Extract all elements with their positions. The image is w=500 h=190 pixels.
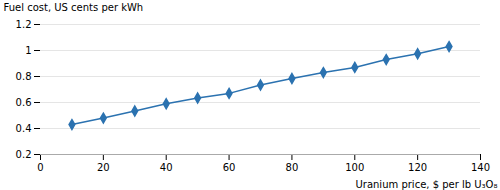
svg-text:0: 0 [37,162,43,173]
svg-text:0.2: 0.2 [16,149,32,160]
svg-text:Uranium price, $ per lb U₃O₈: Uranium price, $ per lb U₃O₈ [355,179,497,190]
svg-text:0.4: 0.4 [16,123,32,134]
svg-text:40: 40 [160,162,173,173]
svg-text:60: 60 [223,162,236,173]
svg-text:80: 80 [286,162,299,173]
svg-text:1: 1 [25,45,31,56]
svg-text:100: 100 [345,162,364,173]
svg-text:140: 140 [471,162,490,173]
svg-text:120: 120 [408,162,427,173]
svg-text:0.8: 0.8 [16,71,32,82]
svg-text:0.6: 0.6 [16,97,32,108]
svg-text:1.2: 1.2 [16,19,32,30]
svg-text:Fuel cost, US cents per kWh: Fuel cost, US cents per kWh [4,2,144,13]
svg-text:20: 20 [97,162,110,173]
